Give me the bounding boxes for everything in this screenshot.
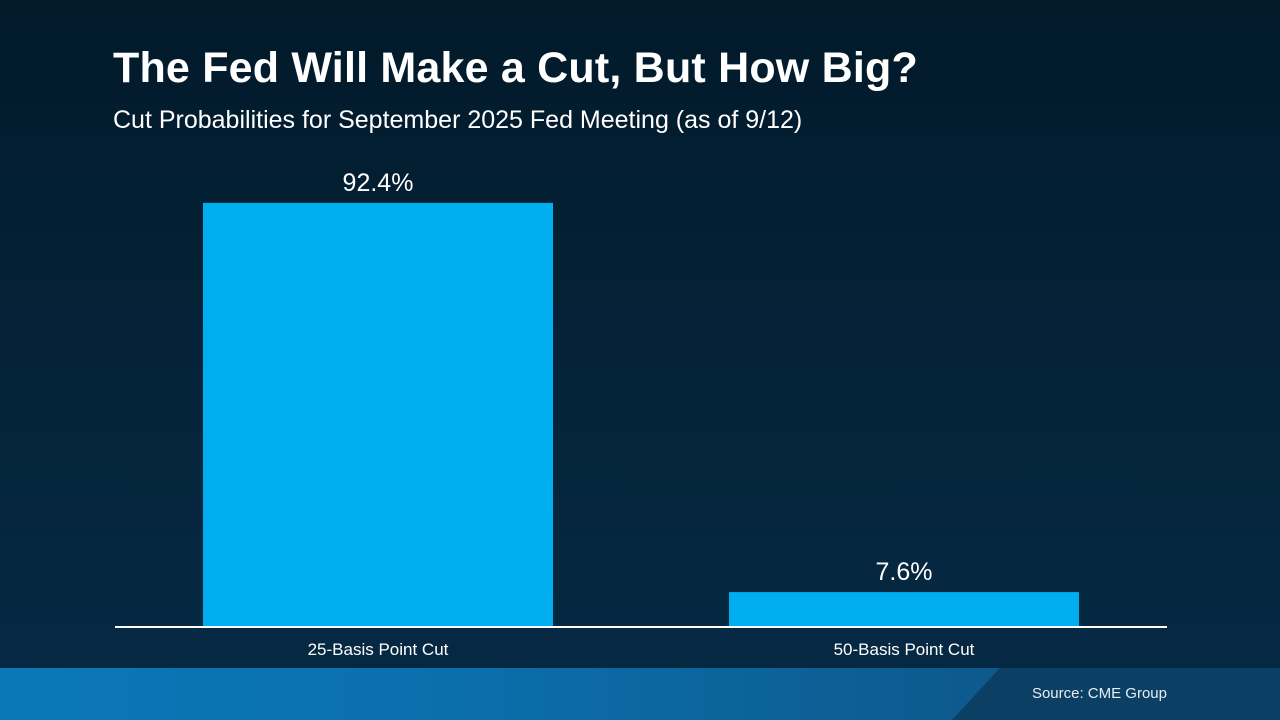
bar-1 — [203, 202, 553, 627]
category-labels-group: 25-Basis Point Cut 50-Basis Point Cut — [308, 640, 975, 659]
value-labels-group: 92.4% 7.6% — [343, 169, 933, 586]
chart-title: The Fed Will Make a Cut, But How Big? — [113, 44, 918, 92]
chart-subtitle: Cut Probabilities for September 2025 Fed… — [113, 106, 803, 134]
footer-bar: Source: CME Group — [0, 668, 1280, 720]
source-note: Source: CME Group — [1031, 685, 1167, 702]
value-label-2: 7.6% — [876, 558, 933, 586]
bar-chart: 92.4% 7.6% 25-Basis Point Cut 50-Basis Poi… — [203, 169, 1079, 659]
bar-2 — [729, 592, 1079, 627]
value-label-1: 92.4% — [343, 169, 414, 197]
category-label-2: 50-Basis Point Cut — [834, 640, 975, 659]
bars-group — [203, 202, 1079, 627]
category-label-1: 25-Basis Point Cut — [308, 640, 449, 659]
footer-dark-band — [952, 668, 1280, 720]
